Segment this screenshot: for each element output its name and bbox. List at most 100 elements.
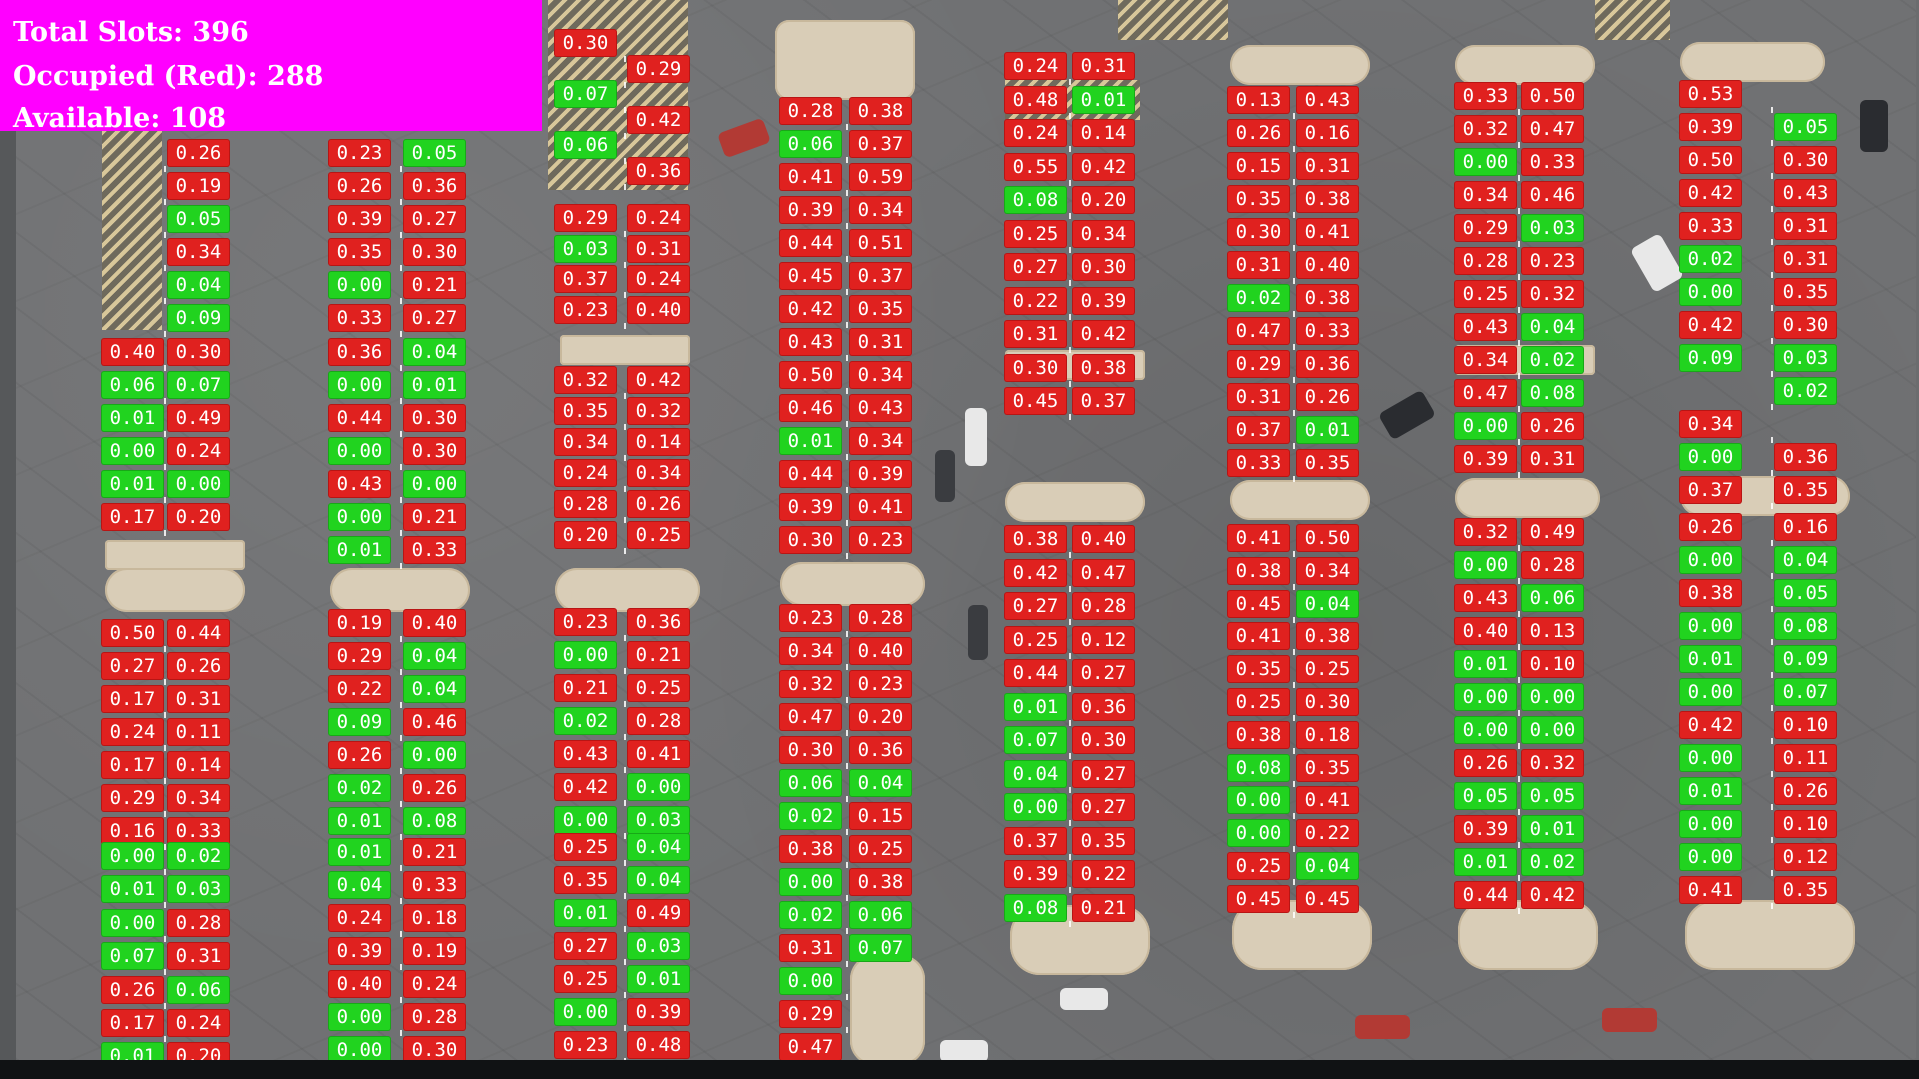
occupied-slot-badge: 0.25	[628, 522, 689, 548]
slot-divider	[846, 388, 848, 394]
slot-divider	[1293, 551, 1295, 557]
slot-divider	[1293, 781, 1295, 787]
available-slot-badge: 0.00	[1680, 279, 1741, 305]
occupied-slot-badge: 0.37	[850, 263, 911, 289]
occupied-slot-badge: 0.50	[102, 620, 163, 646]
slot-divider	[624, 767, 626, 773]
available-slot-badge: 0.01	[1455, 849, 1516, 875]
available-slot-badge: 0.07	[102, 943, 163, 969]
occupied-slot-badge: 0.34	[850, 362, 911, 388]
slot-divider	[400, 669, 402, 675]
occupied-slot-badge: 0.34	[1680, 411, 1741, 437]
available-slot-badge: 0.00	[1522, 717, 1583, 743]
occupied-slot-badge: 0.39	[780, 494, 841, 520]
occupied-slot-badge: 0.43	[555, 741, 616, 767]
available-slot-badge: 0.00	[780, 968, 841, 994]
occupied-slot-badge: 0.27	[1073, 660, 1134, 686]
slot-divider	[846, 289, 848, 295]
available-slot-badge: 0.01	[1073, 87, 1134, 113]
slot-divider	[846, 631, 848, 637]
occupied-slot-badge: 0.17	[102, 504, 163, 530]
occupied-slot-badge: 0.24	[102, 719, 163, 745]
occupied-slot-badge: 0.59	[850, 164, 911, 190]
island	[105, 540, 245, 570]
slot-divider	[624, 926, 626, 932]
slot-divider	[164, 166, 166, 172]
slot-divider	[1069, 887, 1071, 893]
occupied-slot-badge: 0.20	[168, 504, 229, 530]
occupied-slot-badge: 0.33	[168, 818, 229, 844]
occupied-slot-badge: 0.22	[1297, 820, 1358, 846]
occupied-slot-badge: 0.36	[628, 609, 689, 635]
occupied-slot-badge: 0.27	[102, 653, 163, 679]
slot-divider	[1518, 109, 1520, 115]
slot-divider	[400, 931, 402, 937]
island	[555, 568, 700, 612]
occupied-slot-badge: 0.30	[1228, 219, 1289, 245]
occupied-slot-badge: 0.25	[555, 834, 616, 860]
slot-divider	[846, 697, 848, 703]
island	[1230, 480, 1370, 520]
occupied-slot-badge: 0.25	[1228, 853, 1289, 879]
available-slot-badge: 0.02	[780, 803, 841, 829]
occupied-slot-badge: 0.31	[1297, 153, 1358, 179]
occupied-slot-badge: 0.50	[780, 362, 841, 388]
available-slot-badge: 0.00	[329, 1004, 390, 1030]
slot-divider	[624, 231, 626, 237]
available-slot-badge: 0.00	[102, 843, 163, 869]
occupied-slot-badge: 0.30	[1073, 727, 1134, 753]
available-slot-badge: 0.08	[1005, 895, 1066, 921]
occupied-slot-badge: 0.31	[168, 943, 229, 969]
available-slot-badge: 0.00	[102, 910, 163, 936]
slot-divider	[400, 298, 402, 304]
occupied-slot-badge: 0.29	[102, 785, 163, 811]
available-slot-badge: 0.06	[850, 902, 911, 928]
available-slot-badge: 0.02	[1228, 285, 1289, 311]
occupied-slot-badge: 0.41	[850, 494, 911, 520]
available-slot-badge: 0.00	[1522, 684, 1583, 710]
slot-divider	[1293, 846, 1295, 852]
occupied-slot-badge: 0.18	[404, 905, 465, 931]
available-slot-badge: 0.03	[628, 933, 689, 959]
slot-divider	[164, 745, 166, 751]
occupied-slot-badge: 0.23	[780, 605, 841, 631]
slot-divider	[624, 292, 626, 298]
slot-divider	[400, 232, 402, 238]
occupied-slot-badge: 0.23	[555, 1032, 616, 1058]
occupied-slot-badge: 0.33	[1680, 213, 1741, 239]
slot-divider	[1771, 305, 1773, 311]
slot-divider	[1293, 617, 1295, 623]
occupied-slot-badge: 0.43	[1455, 585, 1516, 611]
occupied-slot-badge: 0.41	[1297, 787, 1358, 813]
slot-divider	[1771, 870, 1773, 876]
occupied-slot-badge: 0.47	[780, 704, 841, 730]
slot-divider	[1518, 578, 1520, 584]
occupied-slot-badge: 0.43	[1775, 180, 1836, 206]
occupied-slot-badge: 0.35	[1297, 755, 1358, 781]
occupied-slot-badge: 0.30	[780, 737, 841, 763]
occupied-slot-badge: 0.45	[1297, 886, 1358, 912]
occupied-slot-badge: 0.37	[1005, 828, 1066, 854]
occupied-slot-badge: 0.24	[404, 971, 465, 997]
occupied-slot-badge: 0.24	[1005, 120, 1066, 146]
slot-divider	[1518, 809, 1520, 815]
occupied-slot-badge: 0.42	[1073, 321, 1134, 347]
slot-divider	[1518, 142, 1520, 148]
slot-divider	[400, 497, 402, 503]
slot-divider	[1771, 437, 1773, 443]
slot-divider	[1771, 404, 1773, 410]
occupied-slot-badge: 0.14	[168, 752, 229, 778]
occupied-slot-badge: 0.29	[1455, 215, 1516, 241]
occupied-slot-badge: 0.28	[1522, 552, 1583, 578]
slot-divider	[624, 668, 626, 674]
occupied-slot-badge: 0.34	[1455, 182, 1516, 208]
slot-divider	[846, 862, 848, 868]
occupied-slot-badge: 0.37	[555, 266, 616, 292]
occupied-slot-badge: 0.36	[329, 339, 390, 365]
slot-divider	[624, 992, 626, 998]
slot-divider	[1069, 586, 1071, 592]
slot-divider	[624, 701, 626, 707]
slot-divider	[1771, 804, 1773, 810]
available-slot-badge: 0.06	[168, 977, 229, 1003]
slot-divider	[164, 811, 166, 817]
